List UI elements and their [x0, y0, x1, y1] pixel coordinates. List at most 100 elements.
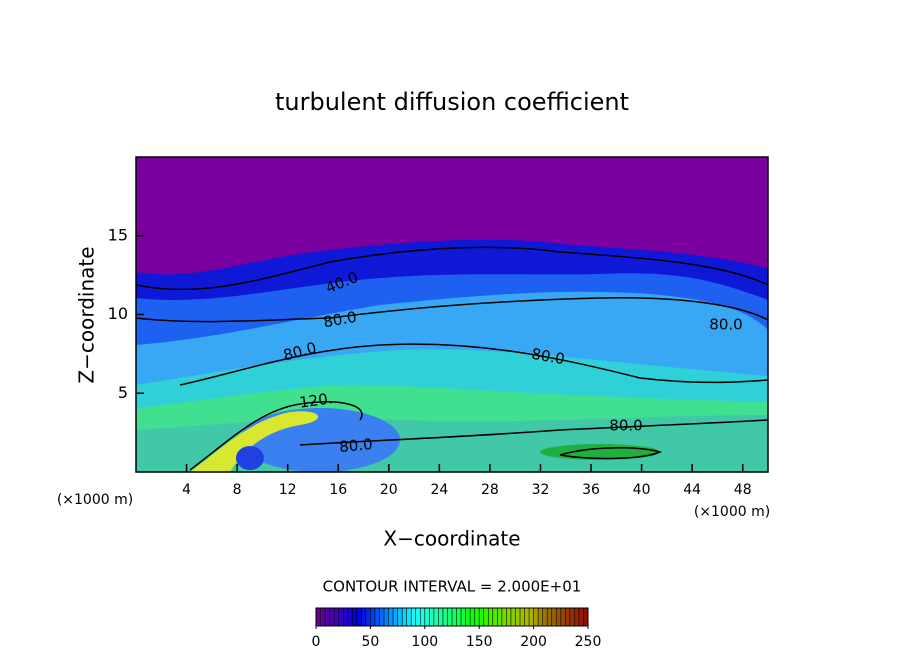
- contour-line: [179, 343, 768, 386]
- x-tick-label: 36: [582, 482, 600, 498]
- colorbar-frame: [315, 607, 589, 627]
- colorbar-cell: [483, 608, 489, 626]
- colorbar-tick-label: 150: [466, 634, 493, 650]
- colorbar-cell: [347, 608, 353, 626]
- y-tick-label: 10: [108, 304, 128, 323]
- x-unit-label: (×1000 m): [694, 504, 770, 520]
- x-tick-label: 28: [481, 482, 499, 498]
- colorbar-cell: [397, 608, 403, 626]
- colorbar-tick-label: 100: [411, 634, 438, 650]
- colorbar-cell: [424, 608, 430, 626]
- colorbar-cell: [402, 608, 408, 626]
- field-band: [190, 411, 319, 472]
- colorbar-tick-label: 50: [361, 634, 379, 650]
- colorbar-cell: [379, 608, 385, 626]
- x-tick-label: 32: [532, 482, 550, 498]
- colorbar-cell: [388, 608, 394, 626]
- colorbar-cell: [338, 608, 344, 626]
- colorbar-cell: [565, 608, 571, 626]
- colorbar-cell: [433, 608, 439, 626]
- colorbar-cell: [352, 608, 358, 626]
- contour-label: 80.0: [339, 435, 374, 456]
- colorbar-cell: [542, 608, 548, 626]
- contour-label: 80.0: [530, 345, 566, 369]
- colorbar-tick-label: 0: [312, 634, 321, 650]
- colorbar-cell: [520, 608, 526, 626]
- field: [135, 156, 769, 473]
- colorbar-cell: [474, 608, 480, 626]
- colorbar-cell: [320, 608, 326, 626]
- colorbar-cell: [578, 608, 584, 626]
- colorbar-cell: [583, 608, 589, 626]
- colorbar-cell: [497, 608, 503, 626]
- colorbar-cell: [420, 608, 426, 626]
- y-axis-label: Z−coordinate: [75, 246, 99, 383]
- colorbar-cell: [438, 608, 444, 626]
- colorbar-cell: [411, 608, 417, 626]
- contour-label: 80.0: [709, 316, 742, 334]
- colorbar-cell: [406, 608, 412, 626]
- x-tick-label: 44: [683, 482, 701, 498]
- y-tick-label: 15: [108, 225, 128, 244]
- x-tick-label: 20: [380, 482, 398, 498]
- colorbar-cell: [415, 608, 421, 626]
- colorbar-cell: [343, 608, 349, 626]
- colorbar-cell: [551, 608, 557, 626]
- colorbar-cell: [506, 608, 512, 626]
- colorbar-cell: [325, 608, 331, 626]
- colorbar-cell: [569, 608, 575, 626]
- colorbar-cell: [447, 608, 453, 626]
- colorbar-cell: [533, 608, 539, 626]
- colorbar-tick-label: 200: [520, 634, 547, 650]
- field-band: [540, 444, 660, 460]
- colorbar-cell: [384, 608, 390, 626]
- contour-interval: CONTOUR INTERVAL = 2.000E+01: [323, 578, 582, 596]
- x-tick-label: 48: [734, 482, 752, 498]
- colorbar-cell: [456, 608, 462, 626]
- colorbar-cell: [316, 608, 322, 626]
- field-band: [240, 408, 400, 472]
- colorbar-cell: [488, 608, 494, 626]
- x-tick-label: 8: [233, 482, 242, 498]
- colorbar-cell: [560, 608, 566, 626]
- colorbar-cell: [538, 608, 544, 626]
- colorbar-cell: [329, 608, 335, 626]
- contour-line: [136, 246, 768, 291]
- colorbar-cell: [365, 608, 371, 626]
- colorbar-cell: [556, 608, 562, 626]
- colorbar-cell: [515, 608, 521, 626]
- contour-line: [136, 296, 768, 323]
- colorbar-cell: [370, 608, 376, 626]
- colorbar-tick-label: 250: [575, 634, 602, 650]
- colorbar-cell: [452, 608, 458, 626]
- colorbar-cell: [465, 608, 471, 626]
- x-tick-label: 24: [430, 482, 448, 498]
- contour-label: 120.: [298, 389, 334, 411]
- x-tick-label: 4: [182, 482, 191, 498]
- colorbar-cell: [492, 608, 498, 626]
- x-tick-label: 40: [633, 482, 651, 498]
- colorbar-cell: [361, 608, 367, 626]
- colorbar-cell: [510, 608, 516, 626]
- colorbar-cell: [374, 608, 380, 626]
- field-band: [236, 446, 264, 470]
- x-tick-label: 16: [329, 482, 347, 498]
- x-unit-label: (×1000 m): [57, 492, 133, 508]
- colorbar-cell: [547, 608, 553, 626]
- colorbar-cell: [334, 608, 340, 626]
- colorbar-cell: [470, 608, 476, 626]
- colorbar-cell: [479, 608, 485, 626]
- colorbar-cell: [461, 608, 467, 626]
- colorbar-cell: [529, 608, 535, 626]
- colorbar-cell: [501, 608, 507, 626]
- colorbar-cell: [429, 608, 435, 626]
- colorbar-cell: [393, 608, 399, 626]
- y-tick-label: 5: [118, 383, 128, 402]
- chart-title: turbulent diffusion coefficient: [275, 88, 629, 116]
- contour-label: 80.0: [609, 417, 642, 435]
- contour-line: [299, 419, 768, 446]
- colorbar-cell: [574, 608, 580, 626]
- colorbar-cell: [524, 608, 530, 626]
- contour-label: 80.0: [322, 308, 358, 332]
